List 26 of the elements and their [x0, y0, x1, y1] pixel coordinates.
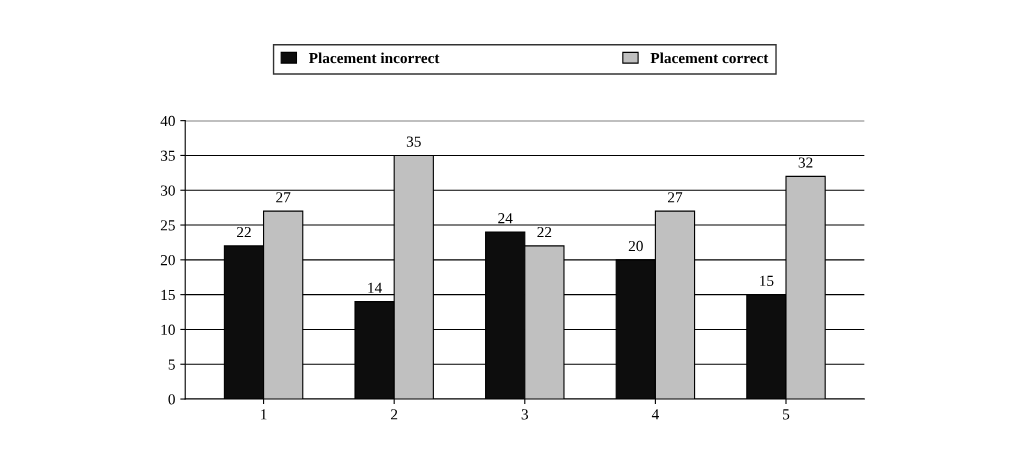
y-tick-label: 15 [161, 289, 175, 301]
y-tick-label: 20 [160, 254, 175, 266]
data-label: 20 [628, 240, 643, 252]
y-tick-label: 35 [160, 150, 175, 161]
x-tick-label: 1 [261, 409, 267, 420]
y-tick-label: 5 [168, 359, 175, 370]
data-label: 27 [668, 192, 683, 203]
data-label: 27 [276, 192, 291, 203]
x-tick-label: 2 [391, 409, 398, 420]
y-tick-label: 25 [160, 220, 175, 231]
data-label: 35 [406, 136, 421, 147]
x-tick-label: 5 [783, 409, 790, 420]
y-tick-label: 30 [160, 185, 175, 196]
legend-label: Placement correct [650, 52, 769, 64]
data-label: 14 [368, 282, 382, 293]
y-tick-label: 10 [161, 324, 175, 335]
x-tick-label: 3 [521, 409, 529, 420]
y-tick-label: 0 [168, 394, 175, 405]
y-tick-label: 40 [160, 115, 175, 127]
data-label: 15 [760, 275, 774, 286]
data-label: 22 [537, 226, 552, 238]
legend-label: Placement incorrect [308, 52, 440, 64]
data-label: 22 [237, 226, 251, 238]
data-label: 24 [498, 213, 513, 224]
x-tick-label: 4 [651, 409, 659, 420]
data-label: 32 [798, 157, 813, 168]
